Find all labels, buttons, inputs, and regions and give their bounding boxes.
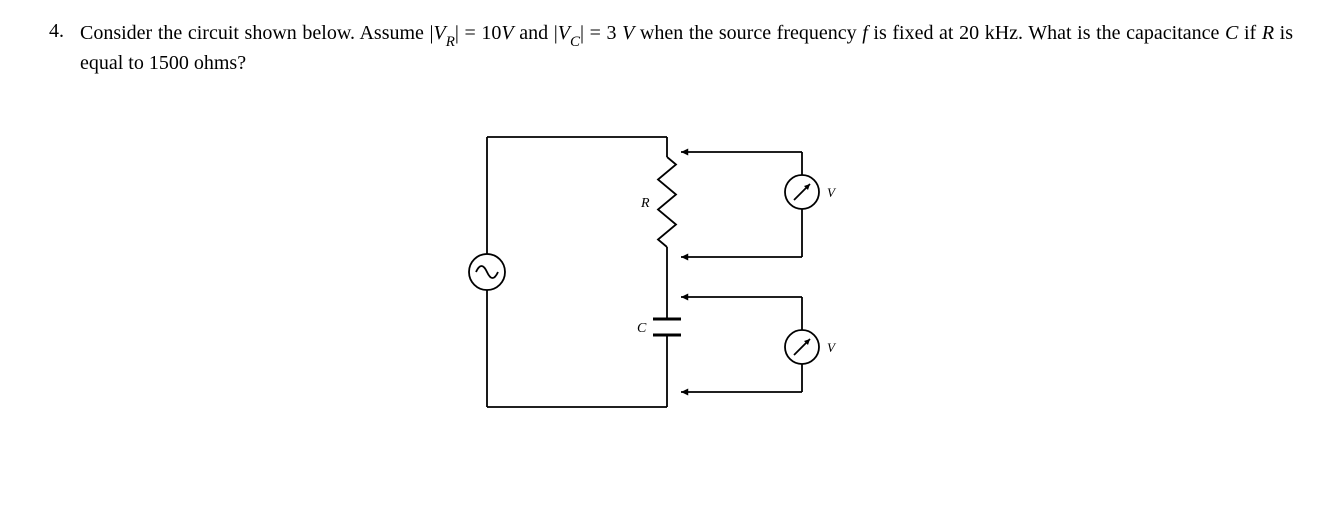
svg-text:C: C xyxy=(637,321,647,336)
var-v: V xyxy=(434,22,446,44)
question-text: Consider the circuit shown below. Assume… xyxy=(80,20,1293,77)
text-part: and | xyxy=(514,22,558,44)
text-part: when the source frequency xyxy=(634,22,862,44)
svg-text:R: R xyxy=(640,196,650,211)
text-part: Consider the circuit shown below. Assume… xyxy=(80,22,434,44)
svg-text:V: V xyxy=(827,185,837,200)
svg-text:V: V xyxy=(827,340,837,355)
question-container: 4. Consider the circuit shown below. Ass… xyxy=(40,20,1293,77)
var-c: C xyxy=(1225,22,1238,44)
text-part: is fixed at 20 kHz. What is the capacita… xyxy=(868,22,1225,44)
question-number: 4. xyxy=(40,20,64,43)
var-sub: C xyxy=(570,34,580,50)
var-v: V xyxy=(558,22,570,44)
unit-v: V xyxy=(501,22,513,44)
var-r: R xyxy=(1262,22,1274,44)
text-part: | = 3 xyxy=(580,22,622,44)
unit-v: V xyxy=(622,22,634,44)
circuit-diagram: R C V V xyxy=(447,117,887,427)
text-part: if xyxy=(1238,22,1261,44)
var-sub: R xyxy=(446,34,455,50)
circuit-diagram-container: R C V V xyxy=(40,117,1293,433)
text-part: | = 10 xyxy=(455,22,502,44)
